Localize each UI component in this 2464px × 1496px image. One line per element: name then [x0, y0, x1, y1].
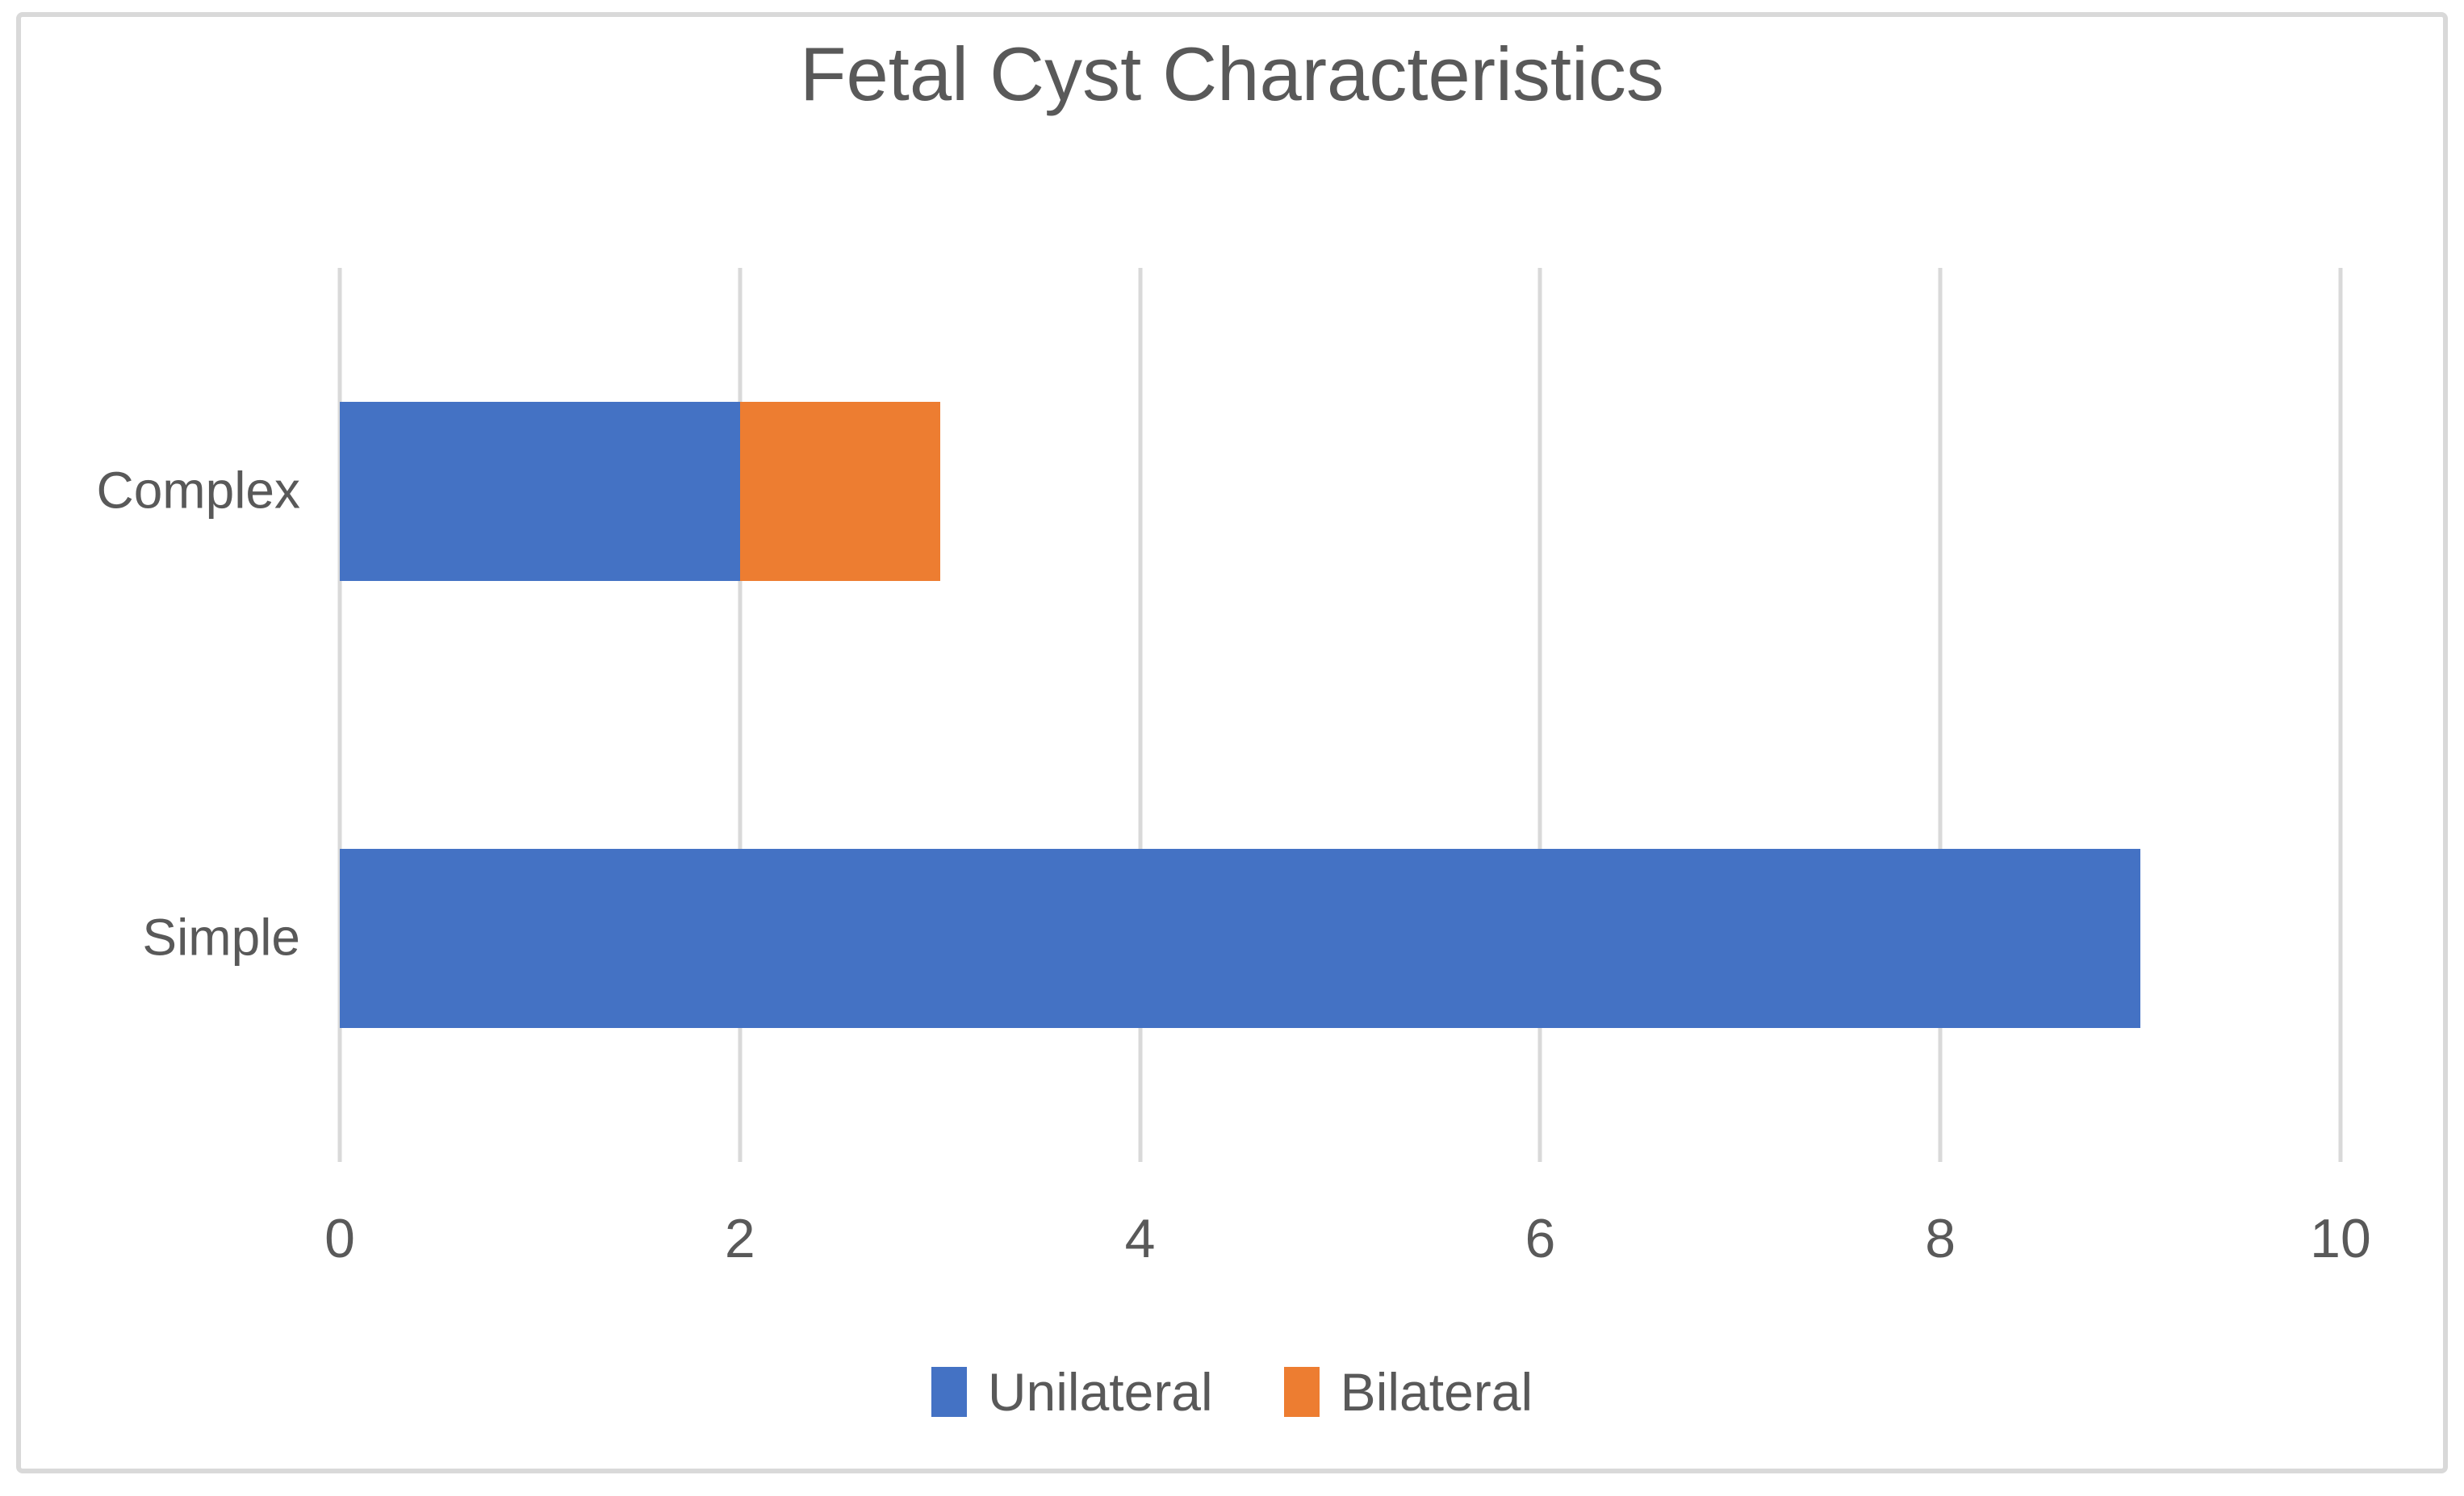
bar-unilateral-simple — [340, 849, 2141, 1028]
chart-legend: Unilateral Bilateral — [0, 1365, 2464, 1419]
figure-border — [16, 12, 2448, 1473]
x-tick-label-8: 8 — [1925, 1208, 1956, 1269]
legend-item-unilateral: Unilateral — [931, 1365, 1213, 1419]
y-category-label-complex: Complex — [96, 461, 300, 520]
x-tick-label-4: 4 — [1124, 1208, 1156, 1269]
bar-bilateral-complex — [739, 402, 940, 581]
chart-title: Fetal Cyst Characteristics — [800, 31, 1664, 116]
y-category-label-simple: Simple — [142, 908, 300, 967]
gridline-x-0 — [337, 268, 342, 1162]
legend-item-bilateral: Bilateral — [1283, 1362, 1533, 1422]
gridline-x-6 — [1537, 268, 1542, 1162]
x-tick-label-6: 6 — [1525, 1208, 1556, 1269]
legend-swatch-unilateral — [931, 1367, 967, 1417]
x-tick-label-2: 2 — [724, 1208, 755, 1269]
gridline-x-2 — [738, 268, 743, 1162]
gridline-x-8 — [1938, 268, 1943, 1162]
x-tick-label-0: 0 — [324, 1208, 355, 1269]
legend-swatch-bilateral — [1283, 1367, 1320, 1417]
x-tick-label-10: 10 — [2310, 1208, 2371, 1269]
legend-label-bilateral: Bilateral — [1340, 1362, 1533, 1422]
bar-unilateral-complex — [340, 402, 740, 581]
gridline-x-4 — [1138, 268, 1143, 1162]
gridline-x-10 — [2338, 268, 2343, 1162]
legend-label-unilateral: Unilateral — [987, 1362, 1213, 1422]
